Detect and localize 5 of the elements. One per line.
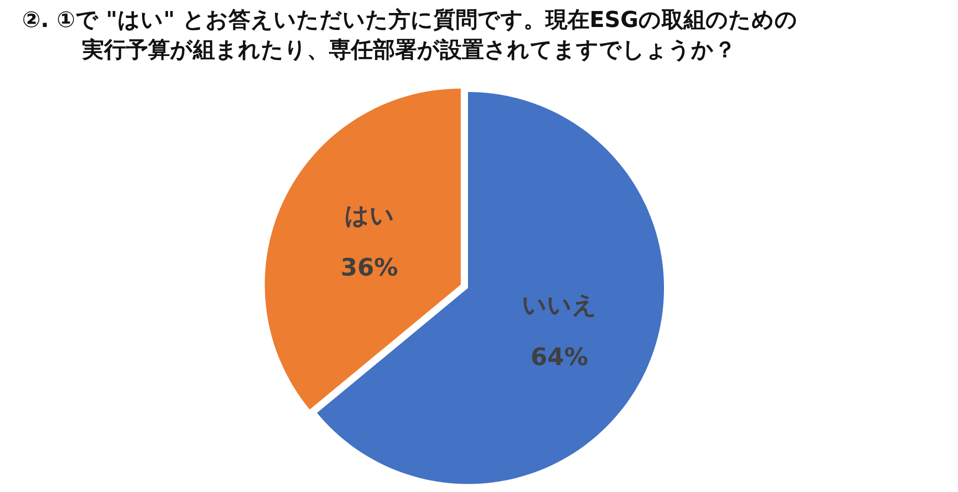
data-label: 36%: [340, 254, 398, 282]
slice-label: はい: [344, 202, 394, 230]
data-label: 64%: [530, 343, 588, 372]
slice-label: いいえ: [522, 291, 597, 320]
chart-title: ②. ①で "はい" とお答えいただいた方に質問です。現在ESGの取組のための実行予算が組まれたり、専任部署が設置されてますでしょうか？: [22, 6, 798, 65]
